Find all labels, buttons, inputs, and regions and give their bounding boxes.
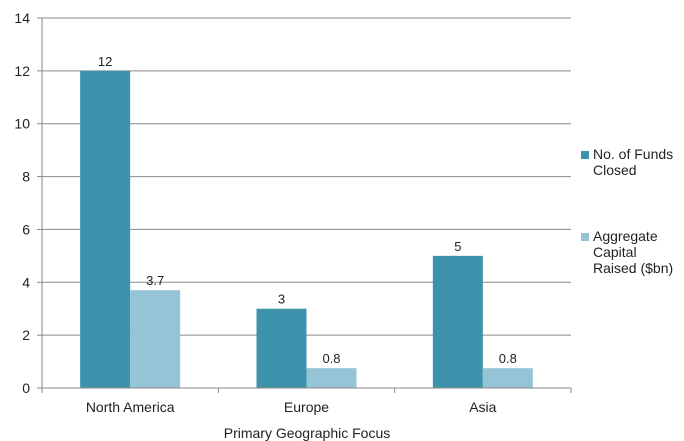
y-tick-label: 6 (22, 221, 30, 237)
bar (306, 368, 357, 388)
x-category-label: North America (86, 399, 175, 415)
bar (130, 290, 181, 388)
legend: No. of Funds Closed Aggregate Capital Ra… (581, 146, 684, 326)
data-label: 0.8 (499, 351, 517, 366)
bar (80, 70, 131, 388)
legend-item-funds: No. of Funds Closed (581, 146, 684, 178)
y-tick-label: 12 (14, 63, 30, 79)
y-axis-ticks: 0 2 4 6 8 10 12 14 (14, 10, 42, 396)
bar (482, 368, 533, 388)
bars (80, 70, 533, 388)
legend-swatch-capital (581, 233, 589, 241)
x-category-label: Europe (284, 399, 329, 415)
bar (432, 255, 483, 388)
data-label: 12 (98, 54, 112, 69)
y-tick-label: 0 (22, 380, 30, 396)
data-label: 3.7 (146, 273, 164, 288)
legend-swatch-funds (581, 151, 589, 159)
bar (256, 308, 307, 388)
legend-item-capital: Aggregate Capital Raised ($bn) (581, 228, 684, 276)
y-tick-label: 14 (14, 10, 30, 26)
y-tick-label: 2 (22, 327, 30, 343)
data-label: 5 (454, 239, 461, 254)
y-tick-label: 8 (22, 169, 30, 185)
y-tick-label: 10 (14, 116, 30, 132)
x-axis: North America Europe Asia (41, 18, 572, 415)
x-axis-title: Primary Geographic Focus (224, 425, 391, 441)
data-labels: 12 3.7 3 0.8 5 0.8 (98, 54, 517, 366)
legend-label-capital: Aggregate Capital Raised ($bn) (593, 228, 674, 276)
x-category-label: Asia (469, 399, 496, 415)
y-tick-label: 4 (22, 274, 30, 290)
legend-label-funds: No. of Funds Closed (593, 146, 674, 178)
data-label: 0.8 (322, 351, 340, 366)
gridlines (42, 17, 571, 336)
data-label: 3 (278, 292, 285, 307)
